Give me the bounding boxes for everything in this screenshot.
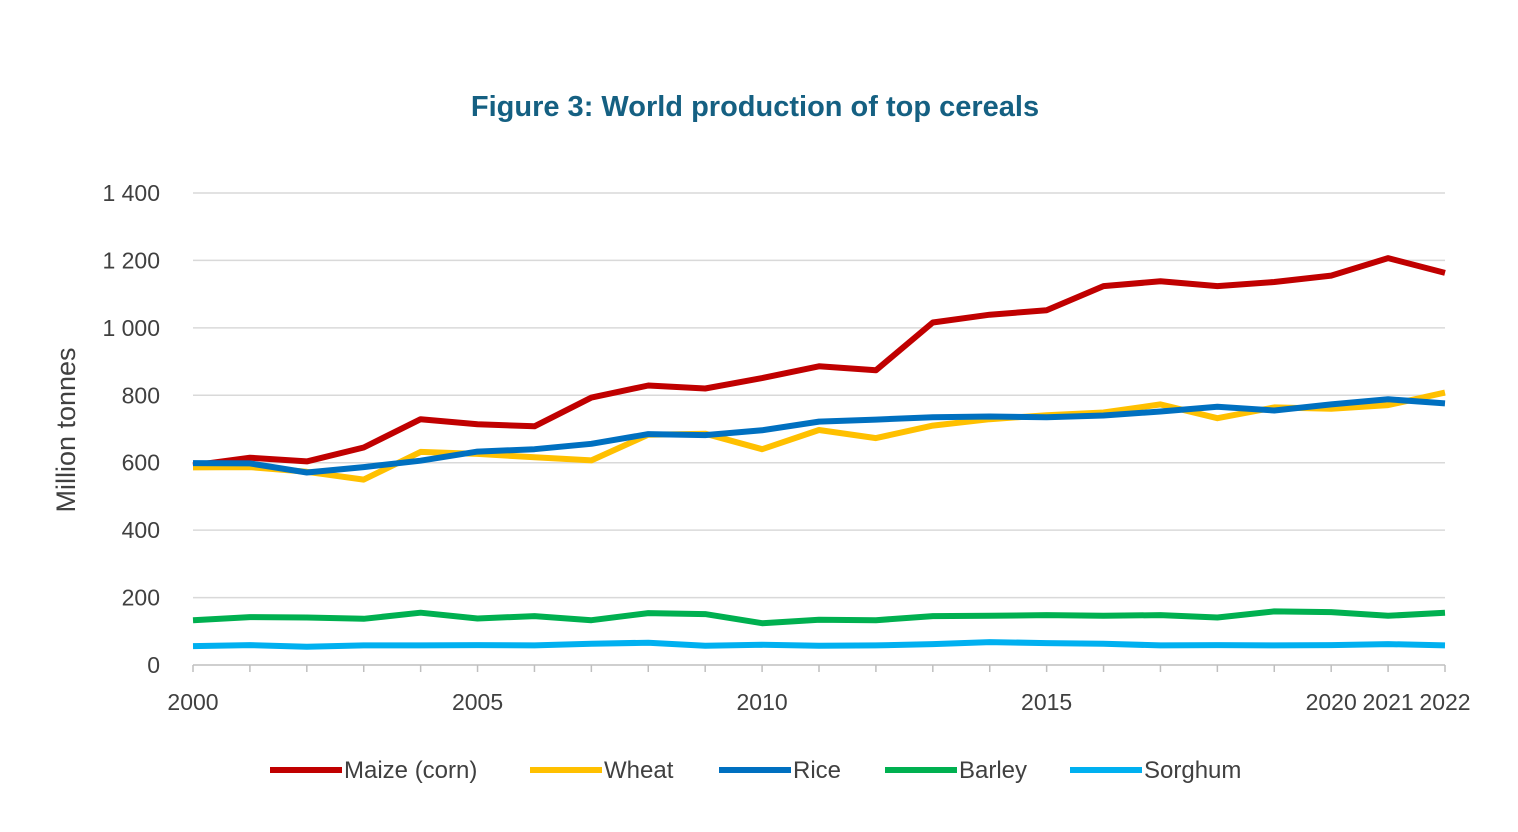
y-tick-label: 400 xyxy=(122,517,160,543)
y-axis-ticks: 0 200 400 600 800 1 000 1 200 1 400 xyxy=(102,180,160,678)
series-lines xyxy=(192,255,1446,650)
x-tick-label: 2005 xyxy=(452,689,503,715)
legend-label: Rice xyxy=(793,757,841,784)
series-line-rice xyxy=(192,396,1446,476)
legend-label: Barley xyxy=(959,757,1027,784)
series-line-sorghum xyxy=(192,639,1446,650)
y-tick-label: 1 400 xyxy=(102,180,160,206)
y-tick-label: 600 xyxy=(122,450,160,476)
x-tick-label: 2000 xyxy=(167,689,218,715)
y-tick-label: 800 xyxy=(122,382,160,408)
y-tick-label: 200 xyxy=(122,585,160,611)
chart-title: Figure 3: World production of top cereal… xyxy=(471,91,1039,123)
legend-label: Wheat xyxy=(604,757,674,784)
series-line-maize-corn xyxy=(192,255,1446,469)
x-tick-label: 2021 xyxy=(1363,689,1414,715)
y-tick-label: 1 200 xyxy=(102,247,160,273)
x-tick-label: 2022 xyxy=(1419,689,1470,715)
y-tick-label: 0 xyxy=(147,652,160,678)
x-tick-label: 2020 xyxy=(1306,689,1357,715)
y-axis-label: Million tonnes xyxy=(51,347,81,512)
legend-label: Sorghum xyxy=(1144,757,1241,784)
legend-label: Maize (corn) xyxy=(344,757,477,784)
x-tick-label: 2010 xyxy=(737,689,788,715)
x-tick-label: 2015 xyxy=(1021,689,1072,715)
x-axis-ticks: 2000 2005 2010 2015 2020 2021 2022 xyxy=(167,665,1471,715)
legend: Maize (corn) Wheat Rice Barley Sorghum xyxy=(270,757,1241,784)
series-line-barley xyxy=(192,608,1446,627)
y-tick-label: 1 000 xyxy=(102,315,160,341)
